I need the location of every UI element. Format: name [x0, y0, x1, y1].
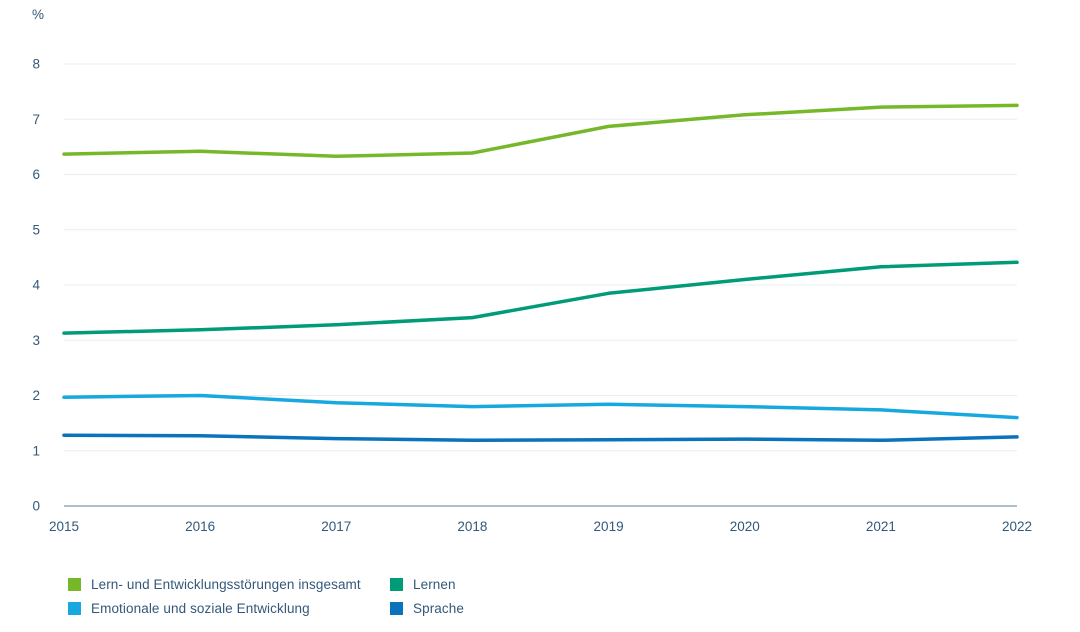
x-tick-label-2021: 2021: [866, 519, 896, 534]
y-tick-label-0: 0: [32, 499, 40, 514]
y-tick-label-4: 4: [32, 278, 40, 293]
chart-legend: Lern- und Entwicklungsstörungen insgesam…: [68, 577, 464, 616]
legend-swatch-sprache: [390, 602, 403, 615]
y-tick-label-7: 7: [32, 112, 40, 127]
legend-label: Lernen: [413, 577, 456, 592]
line-chart: % 8 7 6 5 4 3 2 1 0 2015 2016 2017 2018 2019 2020 2021 20…: [32, 7, 1032, 534]
x-tick-label-2022: 2022: [1002, 519, 1032, 534]
x-tick-label-2016: 2016: [185, 519, 215, 534]
legend-swatch-emotionale: [68, 602, 81, 615]
legend-item-sprache: Sprache: [390, 601, 464, 616]
y-tick-label-2: 2: [32, 388, 40, 403]
series-line-lernen: [62, 260, 1019, 335]
series-line-sprache: [62, 433, 1019, 443]
legend-swatch-insgesamt: [68, 578, 81, 591]
x-tick-label-2015: 2015: [49, 519, 79, 534]
x-tick-label-2020: 2020: [730, 519, 760, 534]
x-tick-label-2017: 2017: [321, 519, 351, 534]
legend-item-insgesamt: Lern- und Entwicklungsstörungen insgesam…: [68, 577, 390, 592]
x-tick-label-2018: 2018: [457, 519, 487, 534]
legend-label: Emotionale und soziale Entwicklung: [91, 601, 310, 616]
legend-label: Lern- und Entwicklungsstörungen insgesam…: [91, 577, 361, 592]
y-axis-unit-label: %: [32, 7, 44, 22]
legend-swatch-lernen: [390, 578, 403, 591]
series-line-lern-und-entwicklungsst-rungen-insgesamt: [62, 103, 1019, 159]
y-tick-label-1: 1: [32, 443, 40, 458]
y-tick-label-6: 6: [32, 167, 40, 182]
y-tick-label-8: 8: [32, 57, 40, 72]
series-line-emotionale-und-soziale-entwicklung: [62, 393, 1019, 420]
chart-canvas: % 8 7 6 5 4 3 2 1 0 2015 2016 2017 2018 2019 2020 2021 20…: [32, 7, 1032, 534]
legend-label: Sprache: [413, 601, 464, 616]
legend-item-lernen: Lernen: [390, 577, 464, 592]
y-tick-label-5: 5: [32, 222, 40, 237]
x-tick-label-2019: 2019: [594, 519, 624, 534]
y-tick-label-3: 3: [32, 333, 40, 348]
legend-item-emotionale: Emotionale und soziale Entwicklung: [68, 601, 390, 616]
